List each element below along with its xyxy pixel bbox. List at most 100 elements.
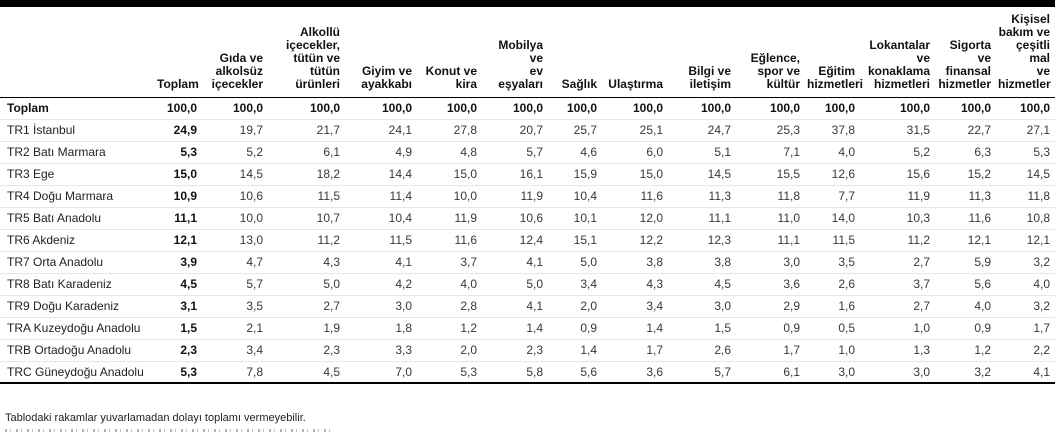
table-cell: 3,7 bbox=[417, 250, 482, 273]
table-cell: 10,6 bbox=[482, 206, 548, 229]
table-cell: 1,5 bbox=[155, 316, 202, 339]
table-cell: 37,8 bbox=[805, 118, 860, 141]
row-label: TR2 Batı Marmara bbox=[0, 140, 155, 163]
table-cell: 3,1 bbox=[155, 294, 202, 317]
table-cell: 15,0 bbox=[602, 162, 668, 185]
table-cell: 15,2 bbox=[935, 162, 996, 185]
table-cell: 11,1 bbox=[736, 228, 805, 251]
table-cell: 4,5 bbox=[155, 272, 202, 295]
table-cell: 5,3 bbox=[155, 140, 202, 163]
table-cell: 10,8 bbox=[996, 206, 1055, 229]
table-row: TR6 Akdeniz 12,1 13,0 11,2 11,5 11,6 12,4 15,1 1… bbox=[0, 228, 1055, 251]
table-cell: 4,2 bbox=[345, 272, 417, 295]
table-cell: 25,7 bbox=[548, 118, 602, 141]
table-cell: 12,0 bbox=[602, 206, 668, 229]
table-cell: 10,0 bbox=[202, 206, 268, 229]
table-cell: 1,3 bbox=[860, 338, 935, 361]
table-cell: 3,4 bbox=[202, 338, 268, 361]
table-cell: 4,8 bbox=[417, 140, 482, 163]
table-row: TR8 Batı Karadeniz 4,5 5,7 5,0 4,2 4,0 5,0 3,4 4… bbox=[0, 272, 1055, 295]
table-cell: 5,0 bbox=[482, 272, 548, 295]
table-cell: 100,0 bbox=[899, 101, 930, 115]
table-row: TR3 Ege 15,0 14,5 18,2 14,4 15,0 16,1 15,9 15,0 1… bbox=[0, 162, 1055, 185]
table-row: TR4 Doğu Marmara 10,9 10,6 11,5 11,4 10,0 11,9… bbox=[0, 184, 1055, 207]
table-cell: 11,9 bbox=[482, 184, 548, 207]
table-cell: 11,3 bbox=[935, 184, 996, 207]
column-header: Toplam bbox=[155, 9, 202, 98]
table-cell: 2,2 bbox=[996, 338, 1055, 361]
row-label: TR3 Ege bbox=[0, 162, 155, 185]
table-cell: 100,0 bbox=[769, 101, 800, 115]
table-cell: 15,0 bbox=[155, 162, 202, 185]
table-cell: 3,8 bbox=[668, 250, 736, 273]
table-cell: 3,3 bbox=[345, 338, 417, 361]
table-cell: 2,6 bbox=[805, 272, 860, 295]
table-cell: 12,4 bbox=[482, 228, 548, 251]
column-header: Lokantalar ve konaklama hizmetleri bbox=[860, 9, 935, 98]
column-header: Eğitim hizmetleri bbox=[805, 9, 863, 98]
clipped-footnote-line bbox=[5, 429, 330, 432]
table-cell: 5,7 bbox=[668, 360, 736, 384]
table-cell: 100,0 bbox=[1019, 101, 1050, 115]
row-label: TR9 Doğu Karadeniz bbox=[0, 294, 155, 317]
table-cell: 1,7 bbox=[996, 316, 1055, 339]
table-cell: 24,9 bbox=[155, 118, 202, 141]
table-cell: 14,5 bbox=[996, 162, 1055, 185]
table-cell: 14,5 bbox=[668, 162, 736, 185]
table-cell: 5,2 bbox=[202, 140, 268, 163]
table-cell: 2,3 bbox=[482, 338, 548, 361]
table-cell: 3,9 bbox=[155, 250, 202, 273]
table-cell: 10,7 bbox=[268, 206, 345, 229]
table-cell: 7,8 bbox=[202, 360, 268, 384]
table-cell: 4,1 bbox=[482, 294, 548, 317]
table-cell: 11,1 bbox=[668, 206, 736, 229]
table-cell: 100,0 bbox=[166, 101, 197, 115]
table-cell: 15,6 bbox=[860, 162, 935, 185]
table-cell: 4,3 bbox=[602, 272, 668, 295]
row-label: TR5 Batı Anadolu bbox=[0, 206, 155, 229]
table-cell: 3,2 bbox=[996, 294, 1055, 317]
row-label: TR6 Akdeniz bbox=[0, 228, 155, 251]
table-cell: 3,0 bbox=[805, 360, 860, 384]
table-cell: 5,2 bbox=[860, 140, 935, 163]
table-cell: 100,0 bbox=[960, 101, 991, 115]
table-cell: 16,1 bbox=[482, 162, 548, 185]
table-cell: 1,6 bbox=[805, 294, 860, 317]
table-cell: 25,3 bbox=[736, 118, 805, 141]
table-row: TR1 İstanbul 24,9 19,7 21,7 24,1 27,8 20,7 25,7… bbox=[0, 118, 1055, 141]
table-cell: 5,6 bbox=[548, 360, 602, 384]
table-cell: 2,7 bbox=[268, 294, 345, 317]
table-cell: 5,1 bbox=[668, 140, 736, 163]
table-cell: 2,3 bbox=[268, 338, 345, 361]
table-row: TRB Ortadoğu Anadolu 2,3 3,4 2,3 3,3 2,0 2,3 1,… bbox=[0, 338, 1055, 361]
row-label: TR1 İstanbul bbox=[0, 118, 155, 141]
table-cell: 1,7 bbox=[736, 338, 805, 361]
table-cell: 11,8 bbox=[736, 184, 805, 207]
table-cell: 1,0 bbox=[805, 338, 860, 361]
table-cell: 24,7 bbox=[668, 118, 736, 141]
table-cell: 5,0 bbox=[548, 250, 602, 273]
table-cell: 5,3 bbox=[417, 360, 482, 384]
table-cell: 100,0 bbox=[446, 101, 477, 115]
column-header: Eğlence, spor ve kültür bbox=[736, 9, 805, 98]
table-cell: 1,7 bbox=[602, 338, 668, 361]
table-cell: 6,1 bbox=[736, 360, 805, 384]
table-cell: 3,2 bbox=[935, 360, 996, 384]
table-cell: 3,4 bbox=[548, 272, 602, 295]
table-cell: 5,8 bbox=[482, 360, 548, 384]
table-cell: 3,6 bbox=[602, 360, 668, 384]
table-cell: 3,2 bbox=[996, 250, 1055, 273]
column-header: Sağlık bbox=[548, 9, 602, 98]
table-cell: 12,1 bbox=[996, 228, 1055, 251]
table-cell: 3,0 bbox=[860, 360, 935, 384]
table-cell: 100,0 bbox=[309, 101, 340, 115]
table-cell: 15,0 bbox=[417, 162, 482, 185]
row-label: TR4 Doğu Marmara bbox=[0, 184, 155, 207]
row-label: TRA Kuzeydoğu Anadolu bbox=[0, 316, 155, 339]
table-cell: 11,3 bbox=[668, 184, 736, 207]
table-cell: 22,7 bbox=[935, 118, 996, 141]
table-cell: 100,0 bbox=[700, 101, 731, 115]
table-cell: 12,1 bbox=[155, 228, 202, 251]
table-cell: 3,0 bbox=[345, 294, 417, 317]
table-cell: 21,7 bbox=[268, 118, 345, 141]
